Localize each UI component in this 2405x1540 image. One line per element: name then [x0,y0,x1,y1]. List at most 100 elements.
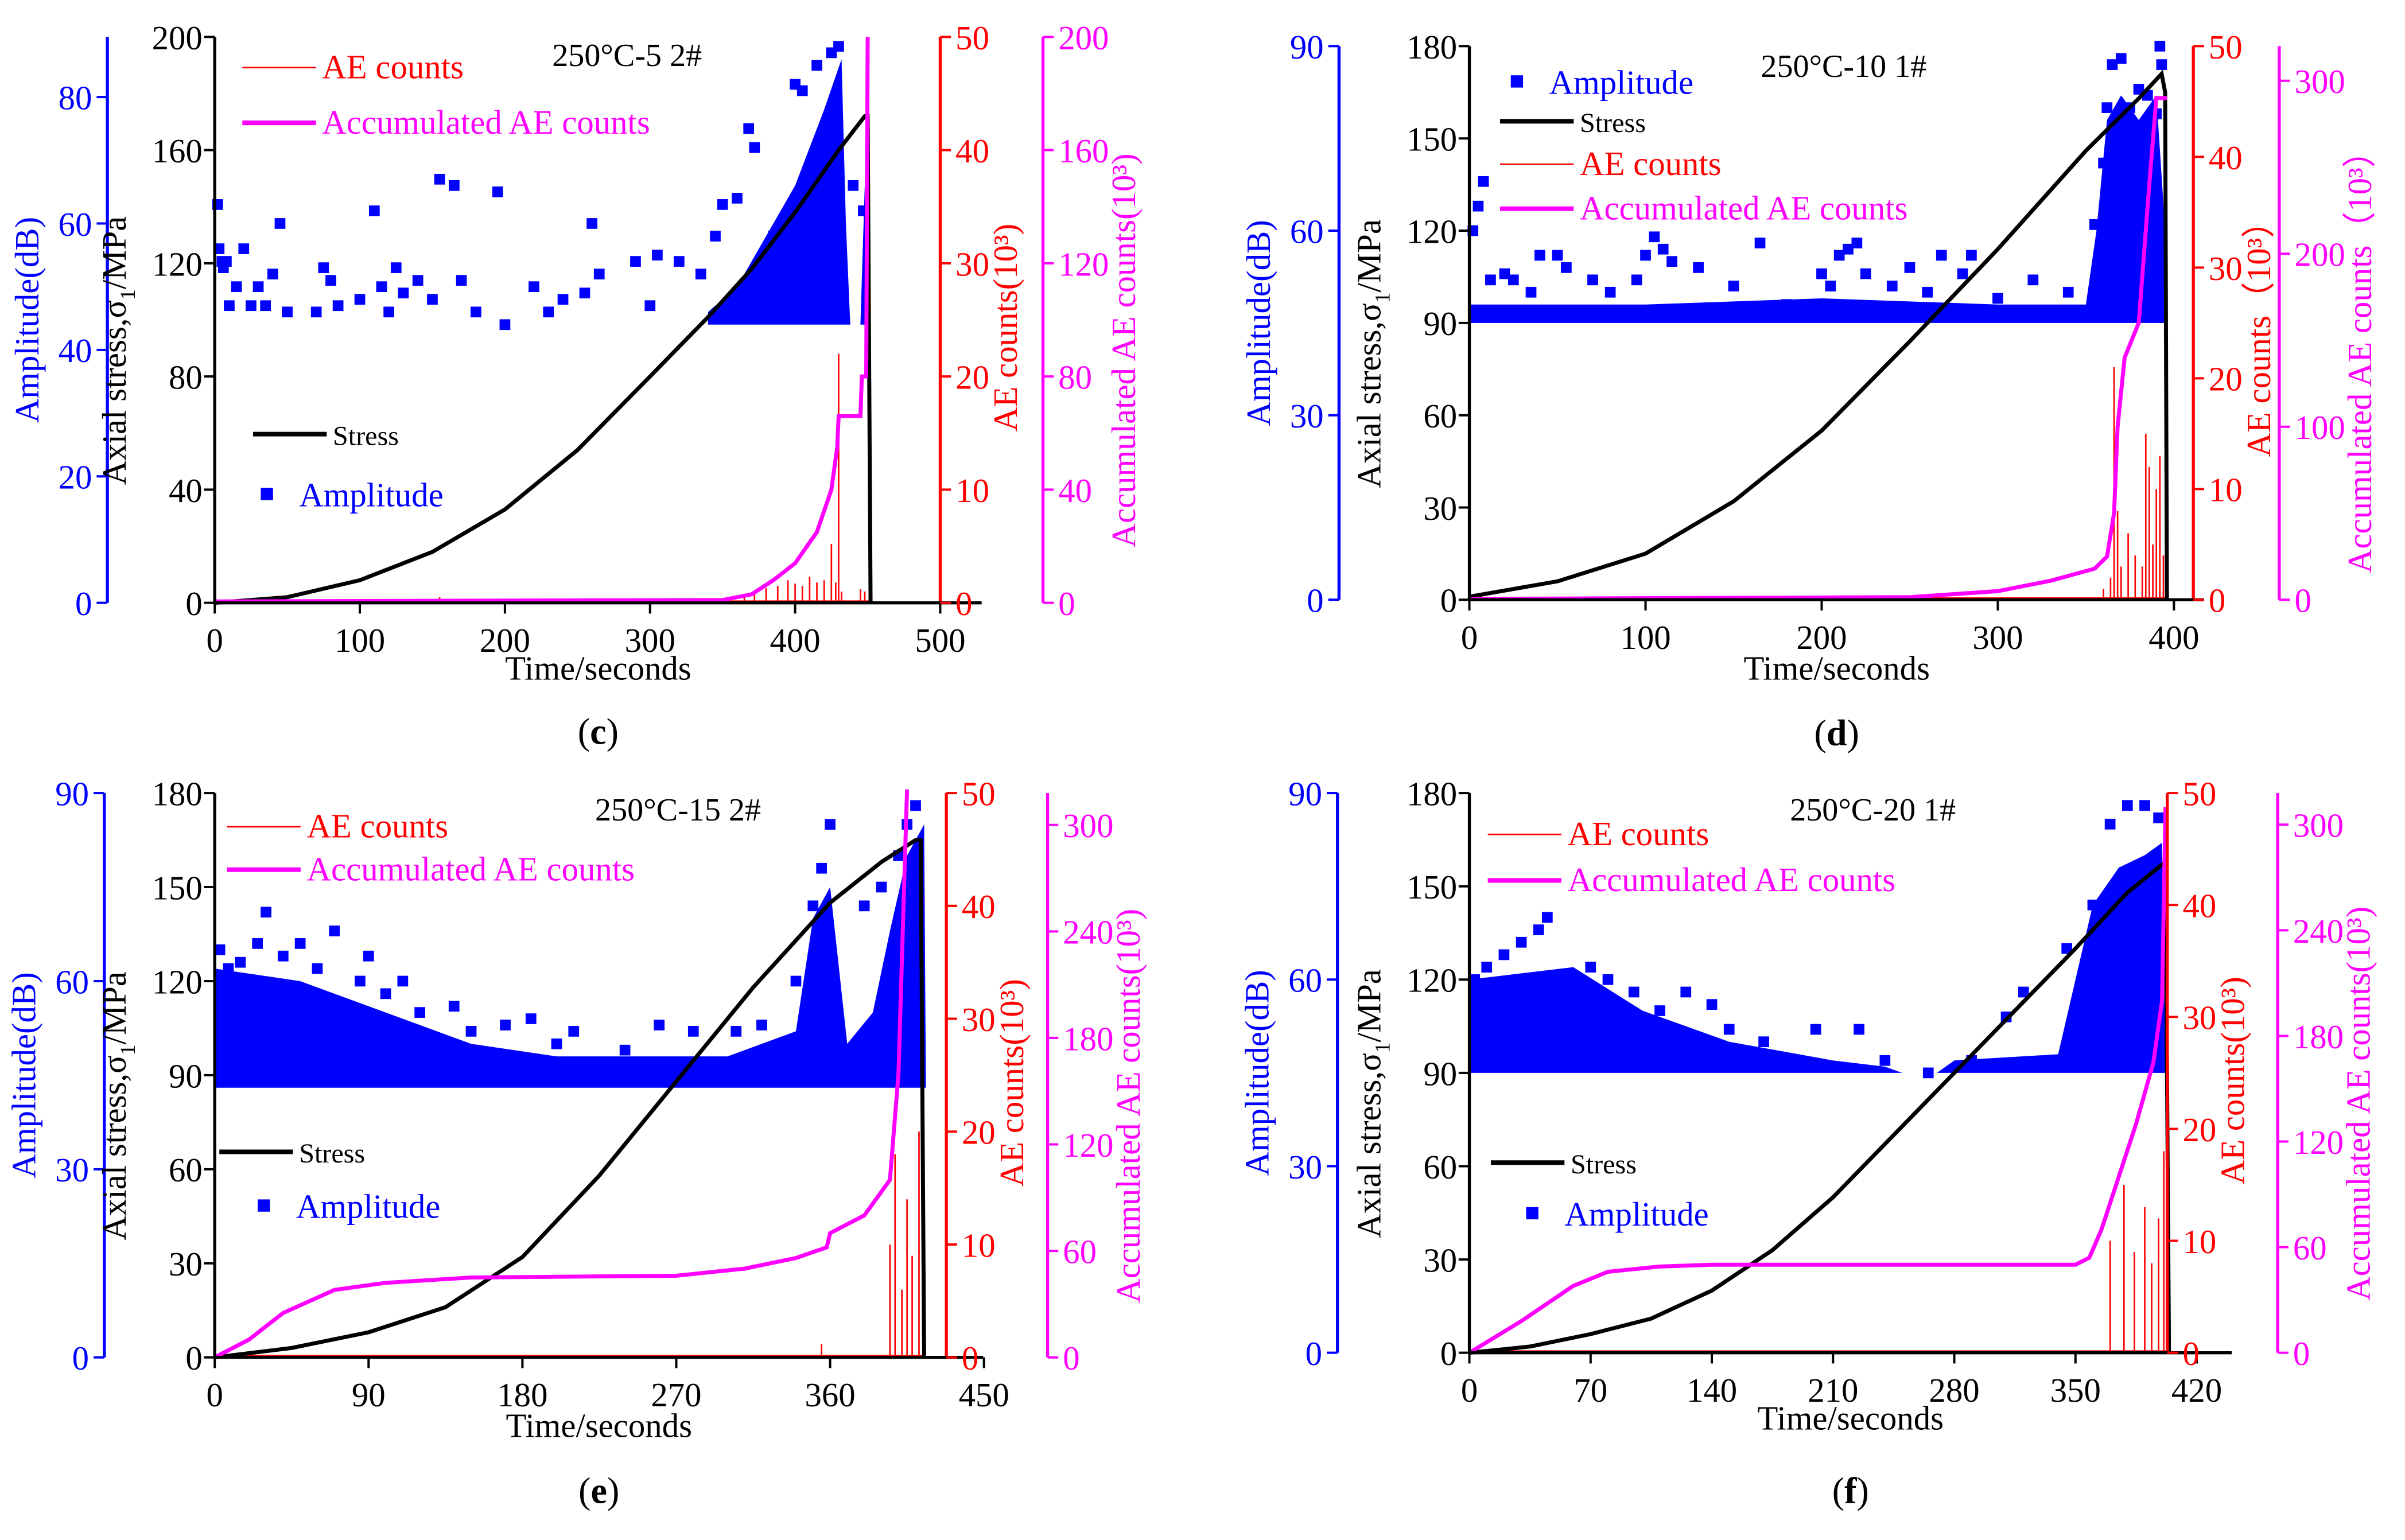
amplitude-point [235,956,246,968]
amplitude-point [1552,250,1563,261]
amplitude-point [398,287,409,299]
amplitude-point [325,275,336,286]
amplitude-point [397,975,409,987]
amplitude-point [2062,286,2074,298]
ae-axis-title: AE counts(10³) [2214,977,2251,1184]
amplitude-point [274,218,286,229]
stress-line [1468,69,2169,600]
amplitude-point [557,294,569,305]
amplitude-point [246,300,257,312]
amplitude-point [2153,812,2164,823]
amplitude-point [529,281,539,293]
stress-axis-title-part: Axial stress,σ [1351,303,1388,488]
amp-tick-label: 0 [1306,1335,1322,1372]
amplitude-point [1666,256,1677,267]
stress-axis-title-part: /MPa [1351,969,1388,1042]
amplitude-point [1472,200,1484,212]
legend-amplitude-marker [258,1199,270,1212]
amplitude-point [390,262,402,273]
amplitude-point [797,85,808,96]
amplitude-point [876,881,887,893]
amplitude-point [223,963,234,974]
x-tick-label: 0 [1461,1372,1478,1409]
amplitude-point [1542,912,1553,923]
ae-tick-label: 50 [2182,775,2216,812]
accumulated-ae-line [215,37,870,604]
amplitude-point [1628,986,1639,998]
amplitude-point [1922,286,1933,298]
amplitude-point [213,243,225,254]
amplitude-point [1485,274,1496,286]
x-tick-label: 350 [2050,1372,2101,1409]
panel-letter: c [590,711,606,752]
amplitude-point [214,944,226,955]
stress-axis-title-part: 1 [1371,292,1395,303]
x-tick-label: 300 [1972,619,2023,656]
stress-tick-label: 80 [169,359,203,396]
amplitude-point [644,300,656,312]
amplitude-point [848,180,859,191]
x-tick-label: 200 [480,622,530,659]
panel-paren: ( [578,1471,590,1511]
accum-tick-label: 300 [1063,807,1113,845]
chart-panel-d: 0 100 200 300 400030609003060901201501800102… [1240,29,2379,753]
x-tick-label: 420 [2171,1372,2222,1409]
amplitude-point [267,269,278,279]
amplitude-point [1957,268,1968,279]
amplitude-point [756,1020,767,1030]
stress-axis-title-part: /MPa [96,971,133,1044]
amplitude-point [221,256,232,267]
amp-tick-label: 0 [72,1340,89,1377]
accum-tick-label: 180 [2293,1018,2344,1056]
stress-axis-title-part: /MPa [1351,219,1388,292]
accumulated-ae-line [1468,807,2168,1355]
panel-label: (e) [578,1471,619,1511]
amplitude-point [1816,268,1827,279]
ae-tick-label: 10 [2182,1223,2216,1261]
chart-panel-e: 0 90 180 270 360 4500306090030609012015018001… [5,775,1147,1511]
amplitude-point [731,1026,742,1037]
amplitude-point [811,60,822,71]
amplitude-point [1851,238,1863,248]
x-tick-label: 180 [497,1376,547,1414]
amplitude-point [1754,238,1766,248]
amplitude-point [1481,962,1493,973]
amplitude-point [1516,936,1527,948]
chart-panel-f: 0 70 140 210 280 350 4200306090030609012015018… [1238,775,2377,1511]
amplitude-point [261,907,271,918]
amplitude-dense-region [708,59,869,325]
amplitude-point [383,306,394,318]
ae-tick-label: 50 [955,20,989,57]
amplitude-point [492,186,503,197]
accum-axis-title: Accumulated AE counts(10³) [2340,907,2377,1301]
ae-tick-label: 40 [2209,139,2243,177]
legend: AE counts Accumulated AE counts Stress Ampl… [219,808,635,1225]
amplitude-point [310,306,322,318]
stress-tick-label: 90 [1423,1055,1457,1092]
amplitude-point [2115,53,2127,64]
amplitude-point [238,243,250,254]
amplitude-point [2133,84,2144,95]
amplitude-point [224,300,235,312]
panel-paren: ) [607,1471,619,1511]
amplitude-point [910,800,921,811]
stress-tick-label: 30 [1423,490,1457,527]
amplitude-point [673,256,685,267]
x-axis-title: Time/seconds [506,1407,692,1445]
amplitude-point [2087,899,2099,911]
accum-tick-label: 40 [1058,472,1092,510]
panel-label: (f) [1832,1471,1869,1511]
amp-tick-label: 80 [59,79,92,116]
legend-stress-label: Stress [1571,1149,1637,1180]
x-tick-label: 210 [1808,1372,1858,1409]
stress-tick-label: 200 [152,20,203,57]
amplitude-point [695,269,706,279]
amplitude-point [1879,1055,1891,1066]
amplitude-point [749,142,760,153]
amplitude-point [2089,219,2100,230]
amplitude-point [252,938,263,949]
amplitude-point [1693,262,1704,273]
amplitude-point [282,306,293,318]
ae-tick-label: 0 [962,1340,978,1377]
